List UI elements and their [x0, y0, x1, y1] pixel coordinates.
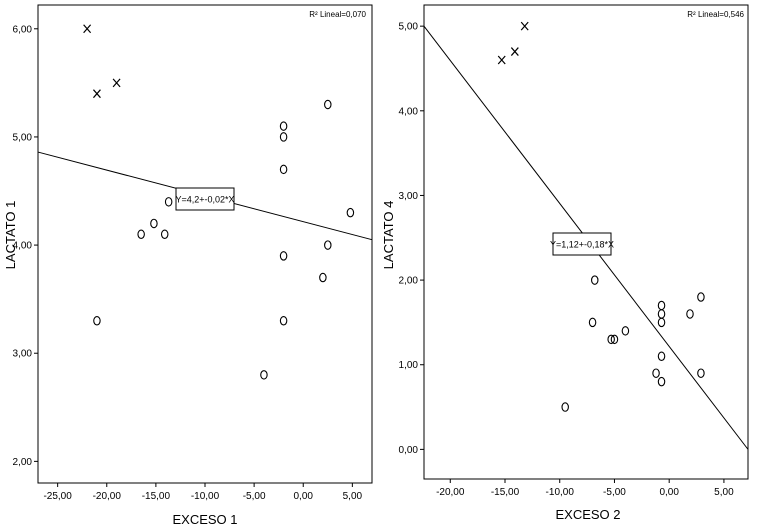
data-point-circle — [279, 121, 288, 131]
data-point-circle — [621, 326, 630, 336]
data-point-x — [510, 47, 519, 56]
data-point-circle — [164, 197, 173, 207]
data-point-circle — [657, 351, 666, 362]
x-tick-label: -10,00 — [191, 491, 220, 502]
x-tick-label: -15,00 — [142, 491, 171, 502]
data-point-circle — [150, 218, 158, 229]
marks-2: -20,00 -15,00 -10,00 -5,00 0,00 5,00 0,00 1,00 2… — [399, 21, 749, 498]
data-point-circle — [260, 370, 268, 380]
y-tick-label: 3,00 — [13, 349, 33, 360]
data-point-circle — [588, 317, 597, 328]
data-point-circle — [279, 316, 288, 326]
y-tick-label: 3,00 — [399, 191, 419, 202]
r2-label-2: R² Lineal=0,546 — [687, 10, 744, 19]
y-tick-label: 1,00 — [399, 360, 419, 371]
panel-1: R² Lineal=0,070 EXCESO 1 LACTATO 1 -25,0… — [3, 4, 373, 527]
data-point-circle — [93, 316, 101, 326]
data-point-x — [83, 24, 92, 34]
data-point-circle — [657, 300, 666, 311]
x-tick-label: -5,00 — [603, 487, 626, 498]
y-tick-label: 5,00 — [13, 132, 33, 143]
data-point-circle — [279, 164, 288, 175]
data-point-x — [520, 21, 529, 31]
data-point-x — [497, 55, 506, 65]
data-point-circle — [686, 309, 694, 319]
x-tick-label: -20,00 — [93, 491, 122, 502]
y-axis-title-1: LACTATO 1 — [3, 201, 18, 270]
y-tick-label: 5,00 — [399, 22, 419, 33]
data-point-circle — [657, 317, 666, 328]
data-point-circle — [324, 240, 332, 250]
data-point-x — [112, 78, 121, 88]
r2-label-1: R² Lineal=0,070 — [309, 10, 366, 19]
data-point-circle — [652, 368, 660, 378]
data-point-circle — [346, 207, 355, 218]
plot-frame-1 — [37, 4, 373, 484]
marks-1: -25,00 -20,00 -15,00 -10,00 -5,00 0,00 5,00 2,0… — [13, 24, 373, 502]
x-tick-label: 0,00 — [659, 487, 679, 498]
x-axis-title-2: EXCESO 2 — [555, 507, 620, 522]
y-tick-label: 0,00 — [399, 445, 419, 456]
data-point-circle — [561, 402, 569, 412]
plot-frame-2 — [423, 4, 749, 480]
data-point-circle — [279, 251, 288, 261]
x-tick-label: -20,00 — [436, 487, 465, 498]
data-point-circle — [137, 229, 145, 240]
data-point-circle — [610, 334, 619, 345]
fit-equation-label: Y=1,12+-0,18*X — [550, 240, 614, 250]
x-tick-label: -5,00 — [243, 491, 266, 502]
data-point-circle — [607, 334, 615, 345]
x-axis-title-1: EXCESO 1 — [172, 512, 237, 527]
y-tick-label: 6,00 — [13, 24, 33, 35]
x-tick-label: -10,00 — [546, 487, 575, 498]
fit-equation-label: Y=4,2+-0,02*X — [175, 195, 234, 205]
y-tick-label: 2,00 — [13, 457, 33, 468]
y-tick-label: 2,00 — [399, 276, 419, 287]
data-point-circle — [697, 292, 705, 302]
data-point-circle — [697, 368, 705, 378]
x-tick-label: 5,00 — [714, 487, 734, 498]
x-tick-label: 5,00 — [343, 491, 363, 502]
data-point-circle — [279, 132, 288, 142]
data-point-circle — [657, 309, 666, 319]
data-point-circle — [324, 99, 332, 110]
x-tick-label: 0,00 — [294, 491, 314, 502]
fit-equation-box — [552, 232, 612, 256]
data-point-circle — [319, 272, 327, 283]
data-point-x — [92, 89, 101, 99]
y-axis-title-2: LACTATO 4 — [381, 201, 396, 270]
x-tick-label: -15,00 — [491, 487, 520, 498]
data-point-circle — [160, 229, 169, 240]
y-tick-label: 4,00 — [399, 106, 419, 117]
data-point-circle — [591, 275, 599, 285]
data-point-circle — [657, 376, 666, 387]
fit-equation-box — [175, 187, 235, 211]
y-tick-label: 4,00 — [13, 241, 33, 252]
x-tick-label: -25,00 — [43, 491, 72, 502]
panel-2: R² Lineal=0,546 EXCESO 2 LACTATO 4 -20,0… — [381, 4, 749, 522]
